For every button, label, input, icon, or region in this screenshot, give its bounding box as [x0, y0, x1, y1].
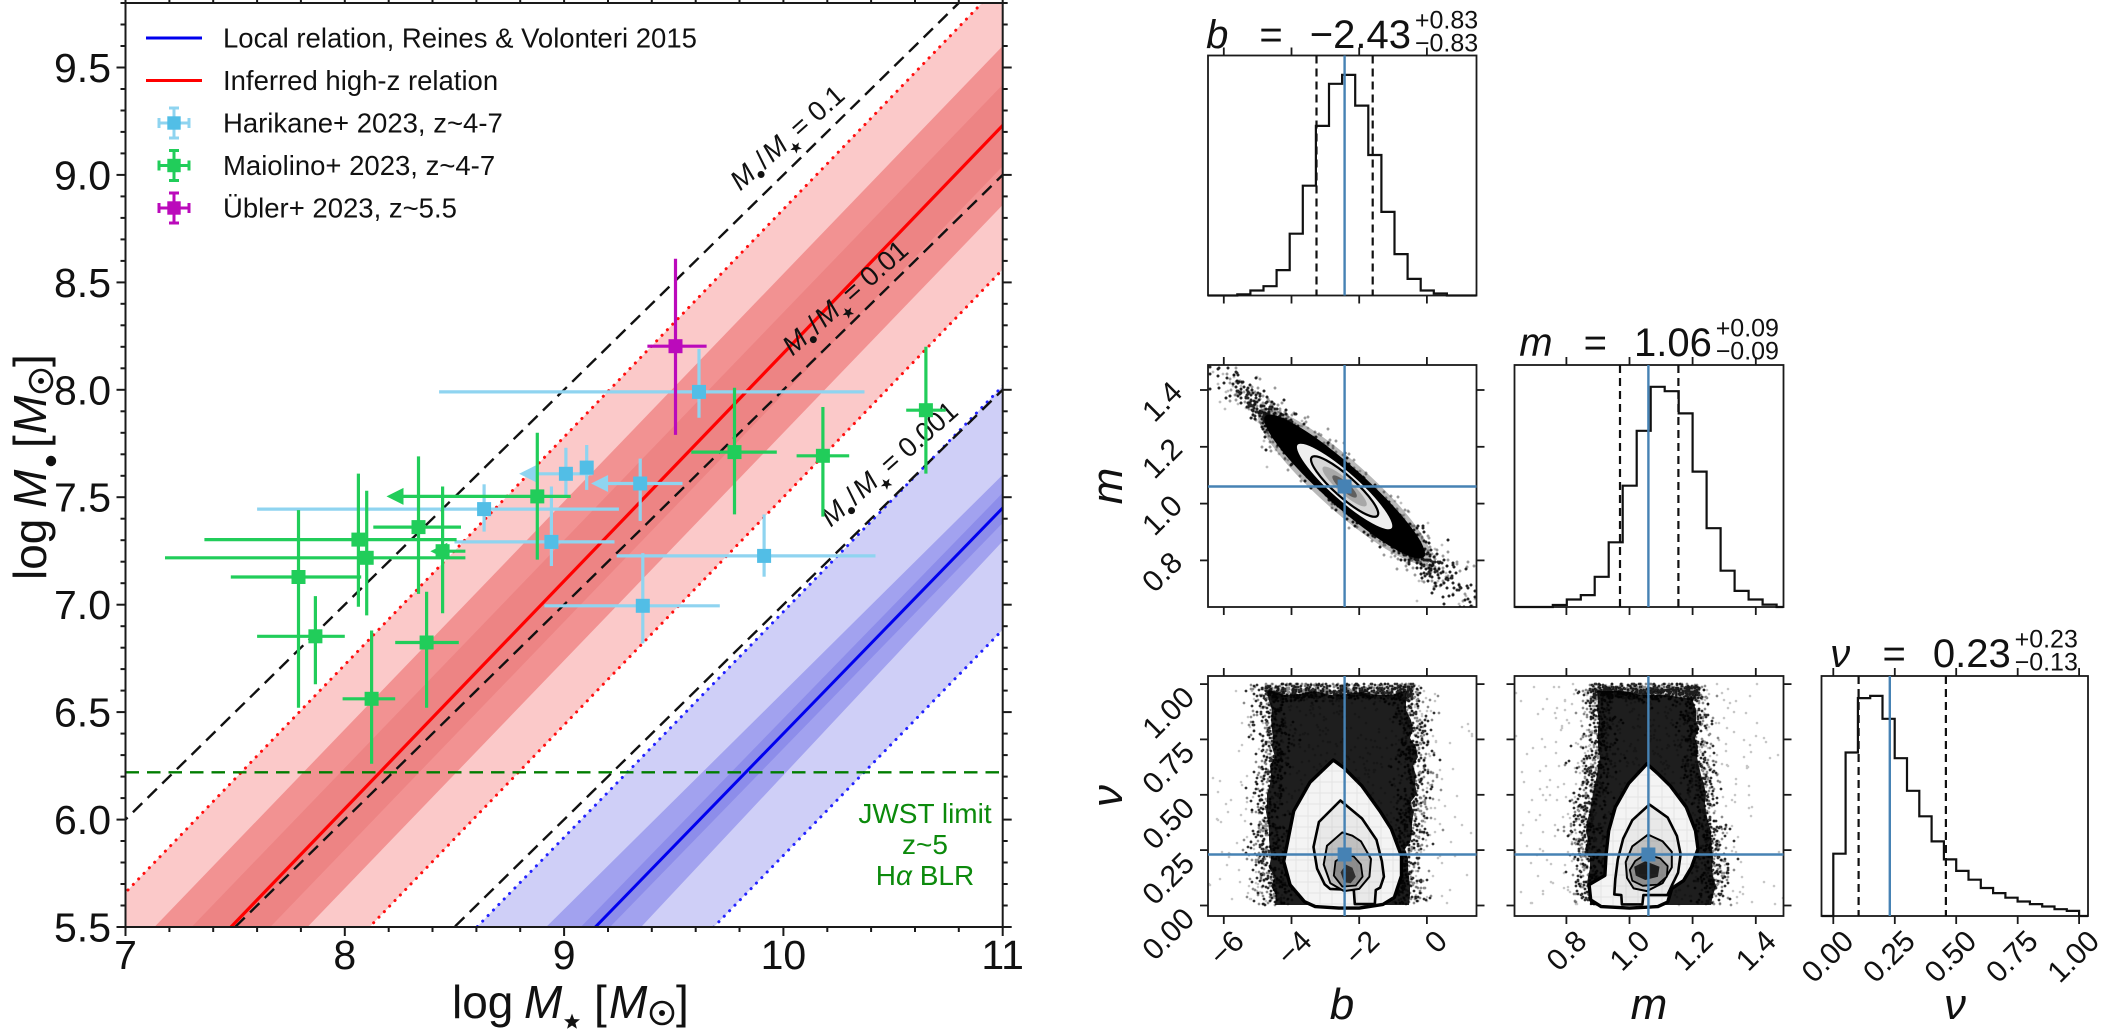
svg-text:9.0: 9.0: [54, 152, 111, 198]
svg-text:7.0: 7.0: [54, 582, 111, 628]
svg-text:log: log: [452, 976, 513, 1028]
svg-text:=: =: [1883, 632, 1906, 676]
svg-text:ν: ν: [1830, 632, 1850, 676]
svg-text:9.5: 9.5: [54, 45, 111, 91]
svg-text:−0.13: −0.13: [2015, 649, 2078, 677]
svg-text:M: M: [609, 976, 648, 1028]
svg-text:+0.23: +0.23: [2015, 626, 2078, 654]
svg-text:b: b: [1206, 13, 1228, 57]
svg-text:6.0: 6.0: [54, 797, 111, 843]
svg-text:log: log: [4, 519, 56, 580]
svg-text:]: ]: [4, 354, 56, 367]
svg-text:[: [: [4, 435, 56, 448]
svg-text:Inferred high-z relation: Inferred high-z relation: [223, 65, 498, 96]
svg-text:Maiolino+ 2023, z~4-7: Maiolino+ 2023, z~4-7: [223, 150, 495, 181]
svg-text:ν: ν: [1944, 980, 1966, 1029]
svg-text:5.5: 5.5: [54, 905, 111, 951]
svg-text:7.5: 7.5: [54, 475, 111, 521]
svg-text:=: =: [1584, 321, 1607, 365]
svg-text:10: 10: [761, 932, 807, 978]
svg-text:0.23: 0.23: [1933, 632, 2011, 676]
svg-text:M: M: [524, 976, 563, 1028]
svg-text:b: b: [1330, 980, 1354, 1029]
svg-text:JWST limit: JWST limit: [858, 798, 991, 829]
svg-text:z~5: z~5: [902, 829, 948, 860]
svg-text:−0.09: −0.09: [1716, 338, 1779, 366]
svg-text:8: 8: [333, 932, 356, 978]
svg-text:8.0: 8.0: [54, 367, 111, 413]
svg-text:m: m: [1519, 321, 1552, 365]
svg-text:ν: ν: [1083, 785, 1132, 807]
svg-text:+0.09: +0.09: [1716, 315, 1779, 343]
svg-text:m: m: [1631, 980, 1668, 1029]
svg-text:9: 9: [553, 932, 576, 978]
svg-text:−0.83: −0.83: [1415, 30, 1478, 58]
svg-text:]: ]: [676, 976, 689, 1028]
svg-text:Harikane+ 2023, z~4-7: Harikane+ 2023, z~4-7: [223, 108, 503, 139]
svg-text:11: 11: [981, 932, 1024, 978]
svg-text:M: M: [4, 395, 56, 434]
svg-text:−2.43: −2.43: [1310, 13, 1411, 57]
svg-text:m: m: [1083, 468, 1132, 505]
svg-text:Local relation, Reines & Volon: Local relation, Reines & Volonteri 2015: [223, 23, 697, 54]
svg-text:=: =: [1259, 13, 1282, 57]
svg-text:[: [: [594, 976, 607, 1028]
svg-text:8.5: 8.5: [54, 260, 111, 306]
svg-text:M: M: [4, 469, 56, 508]
svg-text:6.5: 6.5: [54, 690, 111, 736]
svg-text:7: 7: [114, 932, 137, 978]
svg-text:+0.83: +0.83: [1415, 7, 1478, 35]
svg-text:Übler+ 2023, z~5.5: Übler+ 2023, z~5.5: [223, 193, 457, 224]
svg-text:1.06: 1.06: [1634, 321, 1712, 365]
svg-text:Hα BLR: Hα BLR: [876, 860, 974, 891]
